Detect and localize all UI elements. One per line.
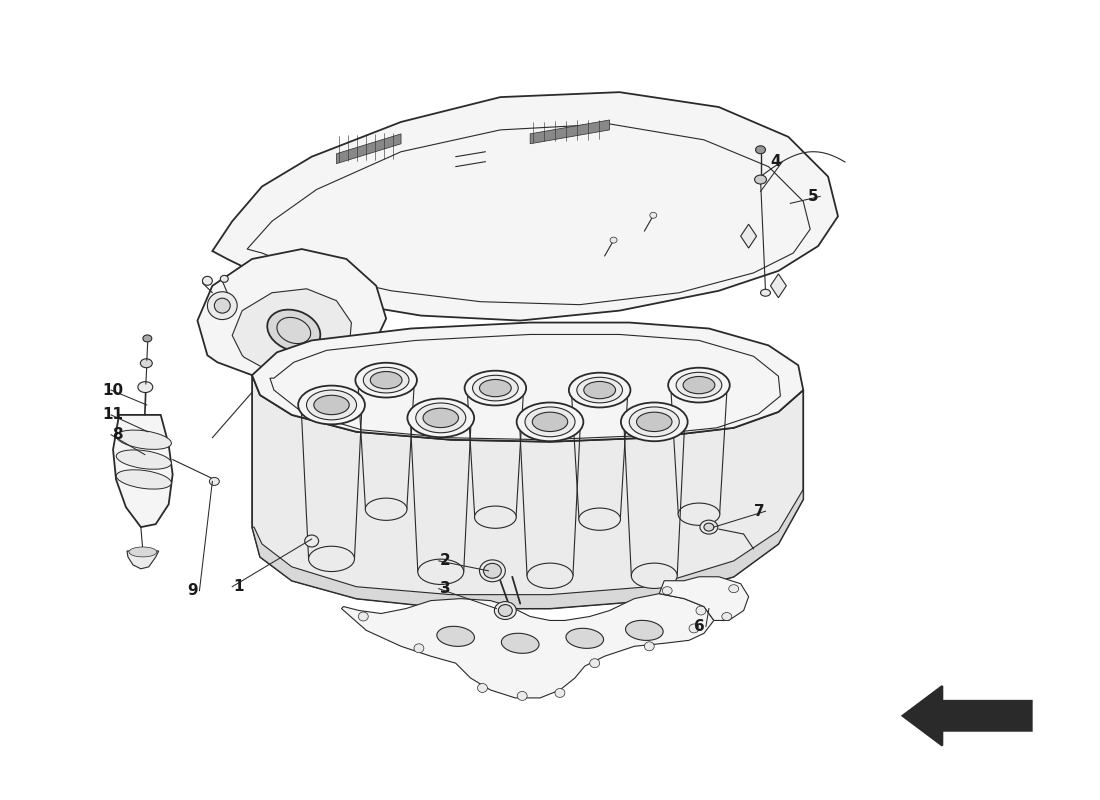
Ellipse shape — [525, 407, 575, 437]
Ellipse shape — [722, 613, 732, 621]
Ellipse shape — [565, 628, 604, 648]
Ellipse shape — [117, 430, 172, 450]
Ellipse shape — [214, 298, 230, 313]
Ellipse shape — [683, 377, 715, 394]
Polygon shape — [252, 490, 803, 609]
Ellipse shape — [437, 626, 474, 646]
Text: 5: 5 — [808, 189, 818, 204]
Ellipse shape — [704, 523, 714, 531]
Polygon shape — [252, 322, 803, 442]
Ellipse shape — [696, 606, 706, 615]
Polygon shape — [770, 274, 786, 298]
Ellipse shape — [756, 146, 766, 154]
Polygon shape — [902, 686, 1032, 746]
Ellipse shape — [527, 563, 573, 589]
Text: 3: 3 — [440, 581, 451, 596]
Ellipse shape — [650, 212, 657, 218]
Ellipse shape — [590, 658, 600, 668]
Polygon shape — [740, 224, 757, 248]
Polygon shape — [126, 551, 158, 569]
Ellipse shape — [407, 398, 474, 438]
Ellipse shape — [424, 408, 459, 427]
Ellipse shape — [569, 373, 630, 407]
Ellipse shape — [576, 378, 623, 403]
Ellipse shape — [678, 503, 719, 526]
Ellipse shape — [138, 382, 153, 393]
Ellipse shape — [477, 683, 487, 693]
Ellipse shape — [532, 412, 568, 431]
Ellipse shape — [484, 563, 502, 578]
Ellipse shape — [267, 310, 320, 351]
Ellipse shape — [298, 386, 365, 424]
Ellipse shape — [579, 508, 620, 530]
Ellipse shape — [363, 367, 409, 393]
Ellipse shape — [220, 275, 229, 282]
Ellipse shape — [517, 691, 527, 700]
Ellipse shape — [755, 175, 767, 184]
Ellipse shape — [494, 602, 516, 619]
Ellipse shape — [464, 370, 526, 406]
Ellipse shape — [416, 403, 465, 433]
Ellipse shape — [631, 563, 678, 589]
Polygon shape — [530, 120, 609, 144]
Ellipse shape — [143, 335, 152, 342]
Ellipse shape — [645, 642, 654, 650]
Ellipse shape — [202, 276, 212, 286]
Ellipse shape — [676, 372, 722, 398]
Ellipse shape — [117, 450, 172, 470]
Ellipse shape — [355, 362, 417, 398]
Ellipse shape — [610, 237, 617, 243]
Ellipse shape — [418, 559, 464, 585]
Polygon shape — [252, 375, 803, 609]
Text: 6: 6 — [694, 619, 705, 634]
Ellipse shape — [498, 605, 513, 617]
Polygon shape — [198, 249, 386, 380]
Polygon shape — [212, 92, 838, 321]
Polygon shape — [337, 134, 401, 164]
Polygon shape — [659, 577, 749, 621]
Ellipse shape — [305, 535, 319, 547]
Ellipse shape — [480, 379, 512, 397]
Text: 10: 10 — [102, 382, 123, 398]
Ellipse shape — [689, 624, 698, 633]
Ellipse shape — [502, 634, 539, 654]
Ellipse shape — [584, 382, 616, 398]
Ellipse shape — [700, 520, 718, 534]
Ellipse shape — [307, 390, 356, 420]
Text: 9: 9 — [187, 583, 198, 598]
Text: 11: 11 — [102, 407, 123, 422]
Ellipse shape — [728, 585, 739, 593]
Ellipse shape — [365, 498, 407, 520]
Ellipse shape — [480, 560, 505, 582]
Ellipse shape — [626, 620, 663, 641]
Polygon shape — [113, 415, 173, 527]
Polygon shape — [232, 289, 351, 370]
Ellipse shape — [117, 470, 172, 489]
Ellipse shape — [517, 402, 583, 442]
Ellipse shape — [629, 407, 680, 437]
Ellipse shape — [314, 395, 350, 414]
Polygon shape — [341, 594, 714, 698]
Text: 1: 1 — [233, 579, 244, 594]
Ellipse shape — [371, 371, 402, 389]
Ellipse shape — [208, 292, 238, 319]
Ellipse shape — [668, 368, 729, 402]
Ellipse shape — [760, 290, 770, 296]
Ellipse shape — [309, 546, 354, 571]
Ellipse shape — [662, 586, 672, 594]
Ellipse shape — [620, 402, 688, 442]
Text: 2: 2 — [440, 554, 451, 568]
Ellipse shape — [129, 547, 157, 557]
Ellipse shape — [209, 478, 219, 486]
Ellipse shape — [141, 358, 152, 368]
Ellipse shape — [474, 506, 516, 528]
Ellipse shape — [637, 412, 672, 431]
Text: 7: 7 — [754, 504, 764, 518]
Ellipse shape — [359, 612, 369, 621]
Ellipse shape — [556, 689, 565, 698]
Ellipse shape — [414, 644, 424, 653]
Ellipse shape — [473, 375, 518, 401]
Text: 8: 8 — [112, 427, 123, 442]
Text: 4: 4 — [770, 154, 781, 169]
